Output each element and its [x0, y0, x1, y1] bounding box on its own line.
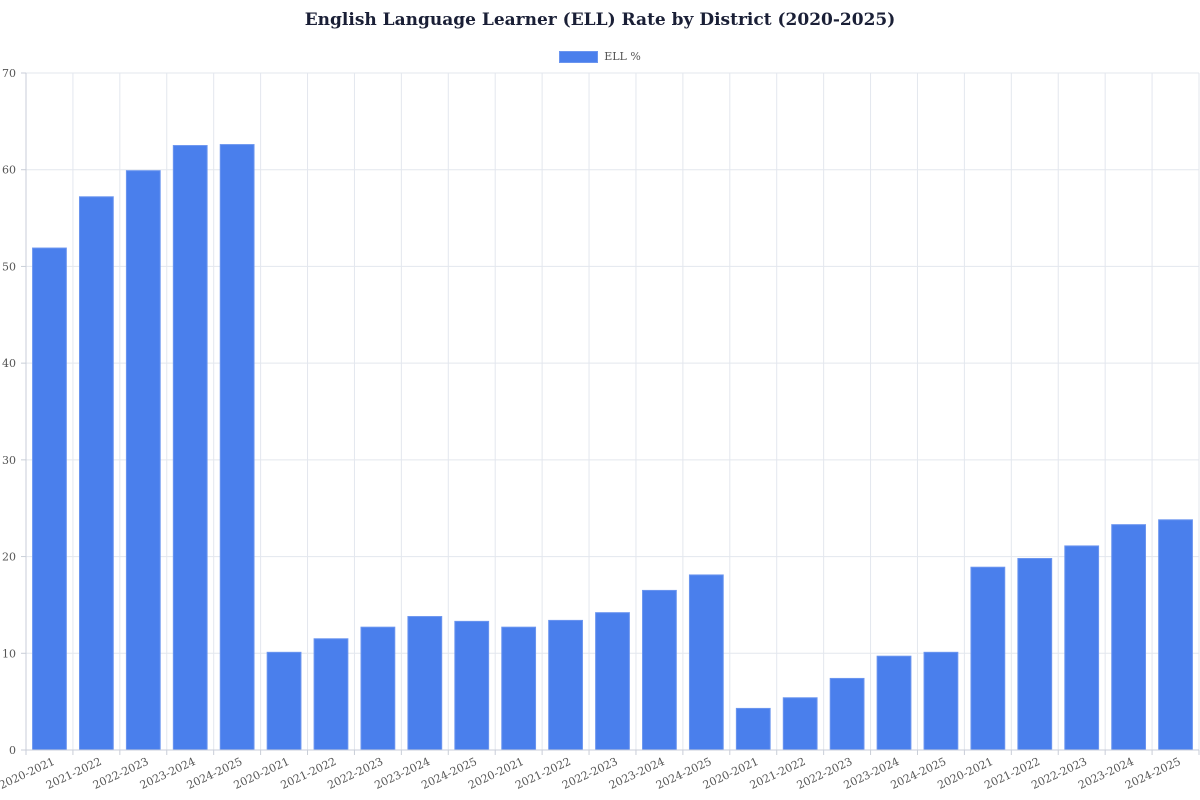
y-tick-label: 20	[2, 551, 16, 564]
bar[interactable]	[219, 144, 255, 751]
y-tick-label: 60	[2, 164, 16, 177]
bar[interactable]	[1158, 519, 1193, 751]
bar[interactable]	[876, 655, 912, 751]
bar[interactable]	[970, 566, 1006, 751]
y-tick-label: 70	[2, 67, 16, 80]
bar[interactable]	[125, 170, 161, 751]
bar[interactable]	[735, 707, 771, 751]
bar[interactable]	[32, 247, 67, 751]
bar[interactable]	[407, 616, 443, 751]
bar[interactable]	[1064, 545, 1100, 751]
y-axis-labels: 0 10 20 30 40 50 60 70	[2, 67, 16, 757]
chart-title: English Language Learner (ELL) Rate by D…	[304, 10, 896, 30]
y-tick-label: 10	[2, 647, 16, 660]
bar[interactable]	[782, 697, 818, 751]
bar[interactable]	[266, 651, 302, 751]
y-tick-label: 50	[2, 260, 16, 273]
bar[interactable]	[313, 638, 349, 751]
bar[interactable]	[501, 626, 537, 751]
bar[interactable]	[78, 196, 114, 751]
x-axis-labels: 2020-20212021-20222022-20232023-20242024…	[0, 755, 1183, 792]
bar[interactable]	[172, 145, 208, 751]
y-tick-label: 0	[9, 744, 16, 757]
bar[interactable]	[642, 589, 677, 751]
chart-legend: ELL %	[0, 50, 1200, 63]
y-tick-label: 40	[2, 357, 16, 370]
bars	[32, 144, 1193, 751]
bar[interactable]	[548, 619, 583, 751]
bar[interactable]	[923, 651, 959, 751]
axes	[21, 72, 1200, 755]
bar[interactable]	[454, 620, 490, 751]
bar[interactable]	[360, 626, 396, 751]
legend-swatch-ell[interactable]	[559, 50, 599, 63]
bar[interactable]	[595, 612, 630, 751]
legend-label-ell: ELL %	[604, 50, 641, 63]
bar[interactable]	[688, 574, 724, 751]
bar[interactable]	[1017, 558, 1053, 751]
bar[interactable]	[1111, 524, 1147, 751]
y-tick-label: 30	[2, 454, 16, 467]
bar[interactable]	[829, 677, 865, 751]
